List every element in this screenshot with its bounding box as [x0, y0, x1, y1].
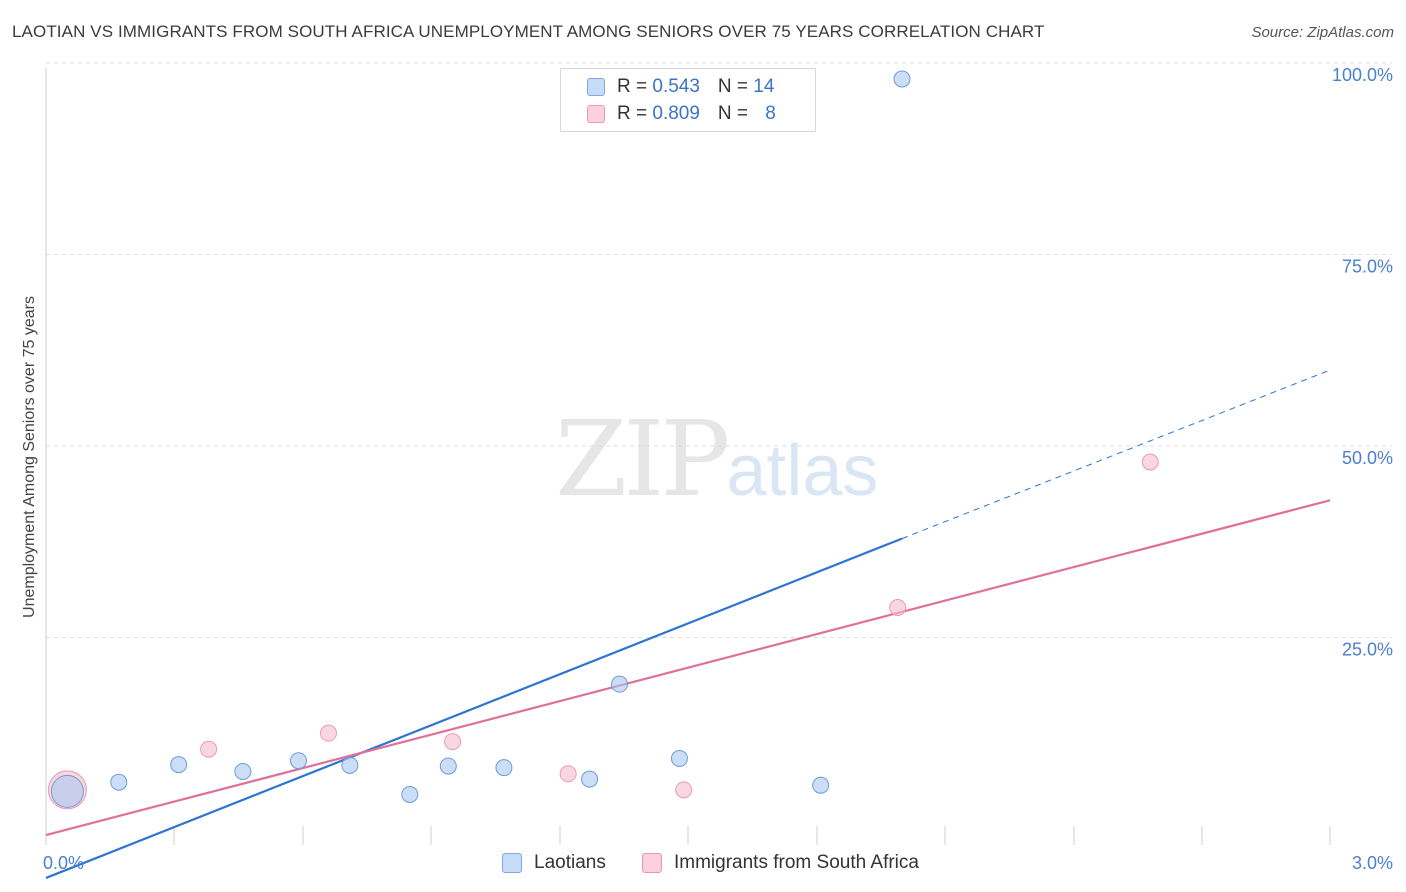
- laotians-point: [495, 759, 513, 777]
- sa-point: [200, 740, 218, 758]
- laotians-trend-line: [45, 537, 903, 879]
- laotians-trend-extension: [901, 369, 1331, 540]
- legend-r-value: 0.543: [652, 76, 700, 97]
- laotians-point: [234, 762, 252, 780]
- sa-trend-line: [45, 499, 1331, 837]
- laotians-point: [611, 675, 629, 693]
- x-tick-label: 0.0%: [43, 853, 84, 873]
- legend-label-laotians: Laotians: [534, 852, 606, 873]
- legend-item-sa: Immigrants from South Africa: [642, 852, 919, 874]
- data-points: [47, 70, 1159, 810]
- y-axis-label: Unemployment Among Seniors over 75 years: [21, 296, 38, 618]
- correlation-legend: R = 0.543 N = 14 R = 0.809 N = 8: [560, 68, 816, 132]
- legend-item-laotians: Laotians: [502, 852, 606, 874]
- laotians-point: [290, 752, 308, 770]
- grid-lines: [46, 62, 1392, 638]
- legend-row-laotians: R = 0.543 N = 14: [587, 74, 774, 100]
- legend-r-value: 0.809: [652, 103, 700, 124]
- sa-point: [444, 733, 462, 751]
- laotians-legend-swatch: [502, 853, 522, 873]
- watermark: ZIPatlas: [555, 398, 878, 520]
- legend-r-label: R =: [617, 103, 653, 124]
- sa-point: [319, 724, 337, 742]
- sa-point: [1141, 453, 1159, 471]
- y-tick-label: 25.0%: [1342, 640, 1393, 660]
- series-legend: Laotians Immigrants from South Africa: [0, 852, 1406, 878]
- legend-row-sa: R = 0.809 N = 8: [587, 101, 776, 127]
- legend-n-value: 14: [753, 76, 775, 97]
- legend-label-sa: Immigrants from South Africa: [674, 852, 919, 873]
- y-tick-label: 75.0%: [1342, 257, 1393, 277]
- legend-r-label: R =: [617, 76, 653, 97]
- laotians-point: [812, 776, 830, 794]
- laotians-point: [110, 773, 128, 791]
- laotians-point: [893, 70, 911, 88]
- sa-legend-swatch: [642, 853, 662, 873]
- sa-swatch: [587, 105, 605, 123]
- laotians-point: [581, 770, 599, 788]
- sa-point: [559, 765, 577, 783]
- axes: [45, 68, 1331, 845]
- y-tick-label: 50.0%: [1342, 448, 1393, 468]
- y-tick-label: 100.0%: [1332, 65, 1393, 85]
- x-tick-label: 3.0%: [1352, 853, 1393, 873]
- laotians-point: [439, 757, 457, 775]
- laotians-point: [670, 749, 688, 767]
- trend-lines: [45, 369, 1331, 879]
- sa-point: [675, 781, 693, 799]
- watermark-zip: ZIP: [555, 398, 730, 520]
- laotians-point: [401, 785, 419, 803]
- tick-labels: 25.0% 50.0% 75.0% 100.0% 0.0% 3.0%: [43, 65, 1393, 873]
- watermark-atlas: atlas: [726, 431, 879, 511]
- laotians-point: [50, 774, 84, 808]
- chart-title: LAOTIAN VS IMMIGRANTS FROM SOUTH AFRICA …: [12, 22, 1045, 41]
- legend-n-label: N =: [717, 76, 754, 97]
- laotians-point: [341, 756, 359, 774]
- legend-n-value: 8: [765, 103, 776, 124]
- laotians-point: [170, 756, 188, 774]
- laotians-swatch: [587, 78, 605, 96]
- sa-point: [889, 599, 907, 617]
- source-label: Source: ZipAtlas.com: [1251, 24, 1394, 41]
- legend-n-label: N =: [717, 103, 754, 124]
